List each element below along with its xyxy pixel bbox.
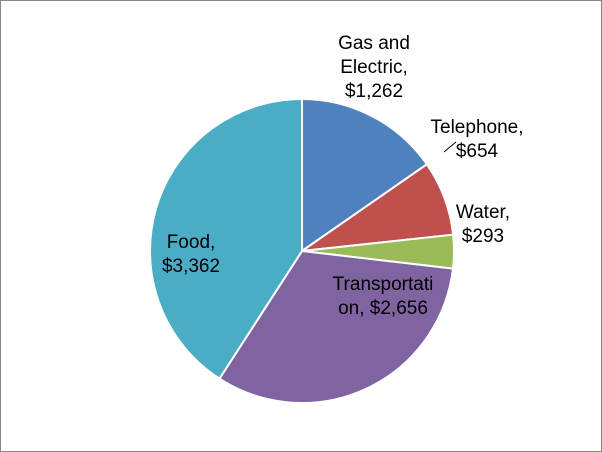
data-label-water: Water, $293 xyxy=(456,202,510,247)
pie-slices xyxy=(149,97,455,404)
data-label-line: $654 xyxy=(456,141,499,162)
data-label-line: Transportati xyxy=(333,274,434,295)
data-label-gas-and-electric: Gas and Electric, $1,262 xyxy=(338,33,410,102)
data-label-line: Water, xyxy=(456,202,510,223)
pie-slice-gas-and-electric xyxy=(301,97,429,253)
data-label-line: $3,362 xyxy=(162,256,220,277)
data-label-line: $293 xyxy=(462,226,504,247)
leader-line-telephone xyxy=(443,141,457,153)
pie-slice-food xyxy=(149,97,303,381)
data-label-line: Gas and xyxy=(338,33,410,54)
data-label-transportation: Transportati on, $2,656 xyxy=(333,274,434,319)
data-label-line: $1,262 xyxy=(345,81,403,102)
data-label-food: Food, $3,362 xyxy=(162,232,220,277)
data-label-line: Food, xyxy=(167,232,216,253)
data-label-line: on, $2,656 xyxy=(338,298,428,319)
data-labels: Gas and Electric, $1,262 Telephone, $654 Wate… xyxy=(162,33,524,319)
data-label-telephone: Telephone, $654 xyxy=(431,117,524,162)
data-label-line: Electric, xyxy=(340,57,408,78)
leader-lines xyxy=(443,141,457,153)
data-label-line: Telephone, xyxy=(431,117,524,138)
